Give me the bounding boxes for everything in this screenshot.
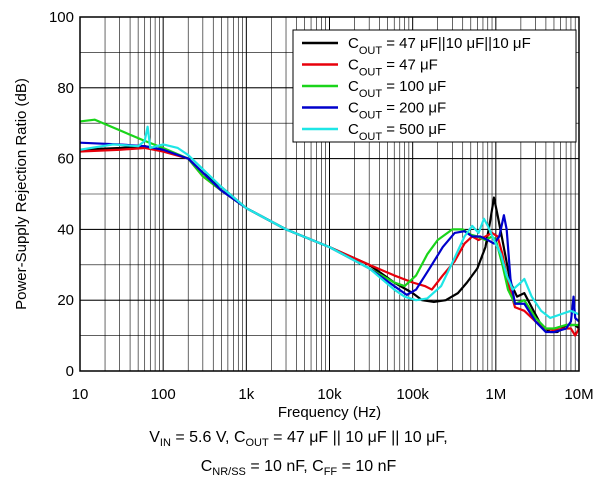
caption-cnr-value: = 10 nF, [245, 458, 313, 476]
y-tick-label: 20 [57, 292, 74, 309]
caption-cff-value: = 10 nF [337, 458, 397, 476]
x-tick-label: 10k [317, 386, 342, 403]
caption-cff-subscript: FF [323, 466, 338, 479]
caption-cout-symbol: C [233, 429, 246, 446]
caption-line-2: CNR/SS = 10 nF, CFF = 10 nF [0, 455, 597, 484]
x-tick-label: 1M [485, 386, 506, 403]
caption-cff-symbol: C [312, 458, 324, 476]
caption-cnr-subscript: NR/SS [212, 466, 246, 479]
legend-label-2: COUT = 47 μF [348, 57, 438, 79]
chart-canvas: 10 100 1k 10k 100k 1M 10M 0 20 40 60 80 100 Frequen… [13, 9, 594, 421]
caption-line-1: VIN = 5.6 V, COUT = 47 μF || 10 μF || 10… [0, 426, 597, 455]
x-tick-label: 100 [151, 386, 176, 403]
series-line-5 [79, 125, 580, 319]
series-layer [79, 118, 580, 337]
x-tick-label: 10 [72, 386, 89, 403]
x-axis-tick-labels: 10 100 1k 10k 100k 1M 10M [72, 386, 594, 403]
chart-caption: VIN = 5.6 V, COUT = 47 μF || 10 μF || 10… [0, 426, 597, 484]
caption-vin-subscript: IN [159, 437, 171, 450]
x-tick-label: 100k [396, 386, 429, 403]
y-tick-label: 100 [49, 9, 74, 26]
caption-vin-symbol: V [149, 429, 160, 446]
series-line-4 [79, 141, 580, 334]
x-axis-title: Frequency (Hz) [278, 404, 381, 421]
y-axis-title: Power-Supply Rejection Ratio (dB) [13, 78, 30, 310]
x-tick-label: 1k [238, 386, 254, 403]
legend-label-5: COUT = 500 μF [348, 121, 446, 143]
y-axis-tick-labels: 0 20 40 60 80 100 [49, 9, 74, 380]
legend-label-3: COUT = 100 μF [348, 78, 446, 100]
y-tick-label: 80 [57, 80, 74, 97]
caption-vin-value: = 5.6 V, [170, 429, 234, 446]
y-tick-label: 0 [66, 363, 74, 380]
caption-cout-value: = 47 μF || 10 μF || 10 μF, [268, 429, 448, 446]
plot-area-border [79, 16, 580, 372]
caption-cout-subscript: OUT [245, 437, 269, 450]
x-tick-label: 10M [564, 386, 593, 403]
legend-label-4: COUT = 200 μF [348, 100, 446, 122]
caption-cnr-symbol: C [200, 458, 213, 476]
legend-box [292, 29, 577, 143]
y-tick-label: 40 [57, 221, 74, 238]
y-tick-label: 60 [57, 151, 74, 168]
series-line-1 [79, 145, 580, 334]
legend-label-1: COUT = 47 μF||10 μF||10 μF [348, 35, 531, 57]
